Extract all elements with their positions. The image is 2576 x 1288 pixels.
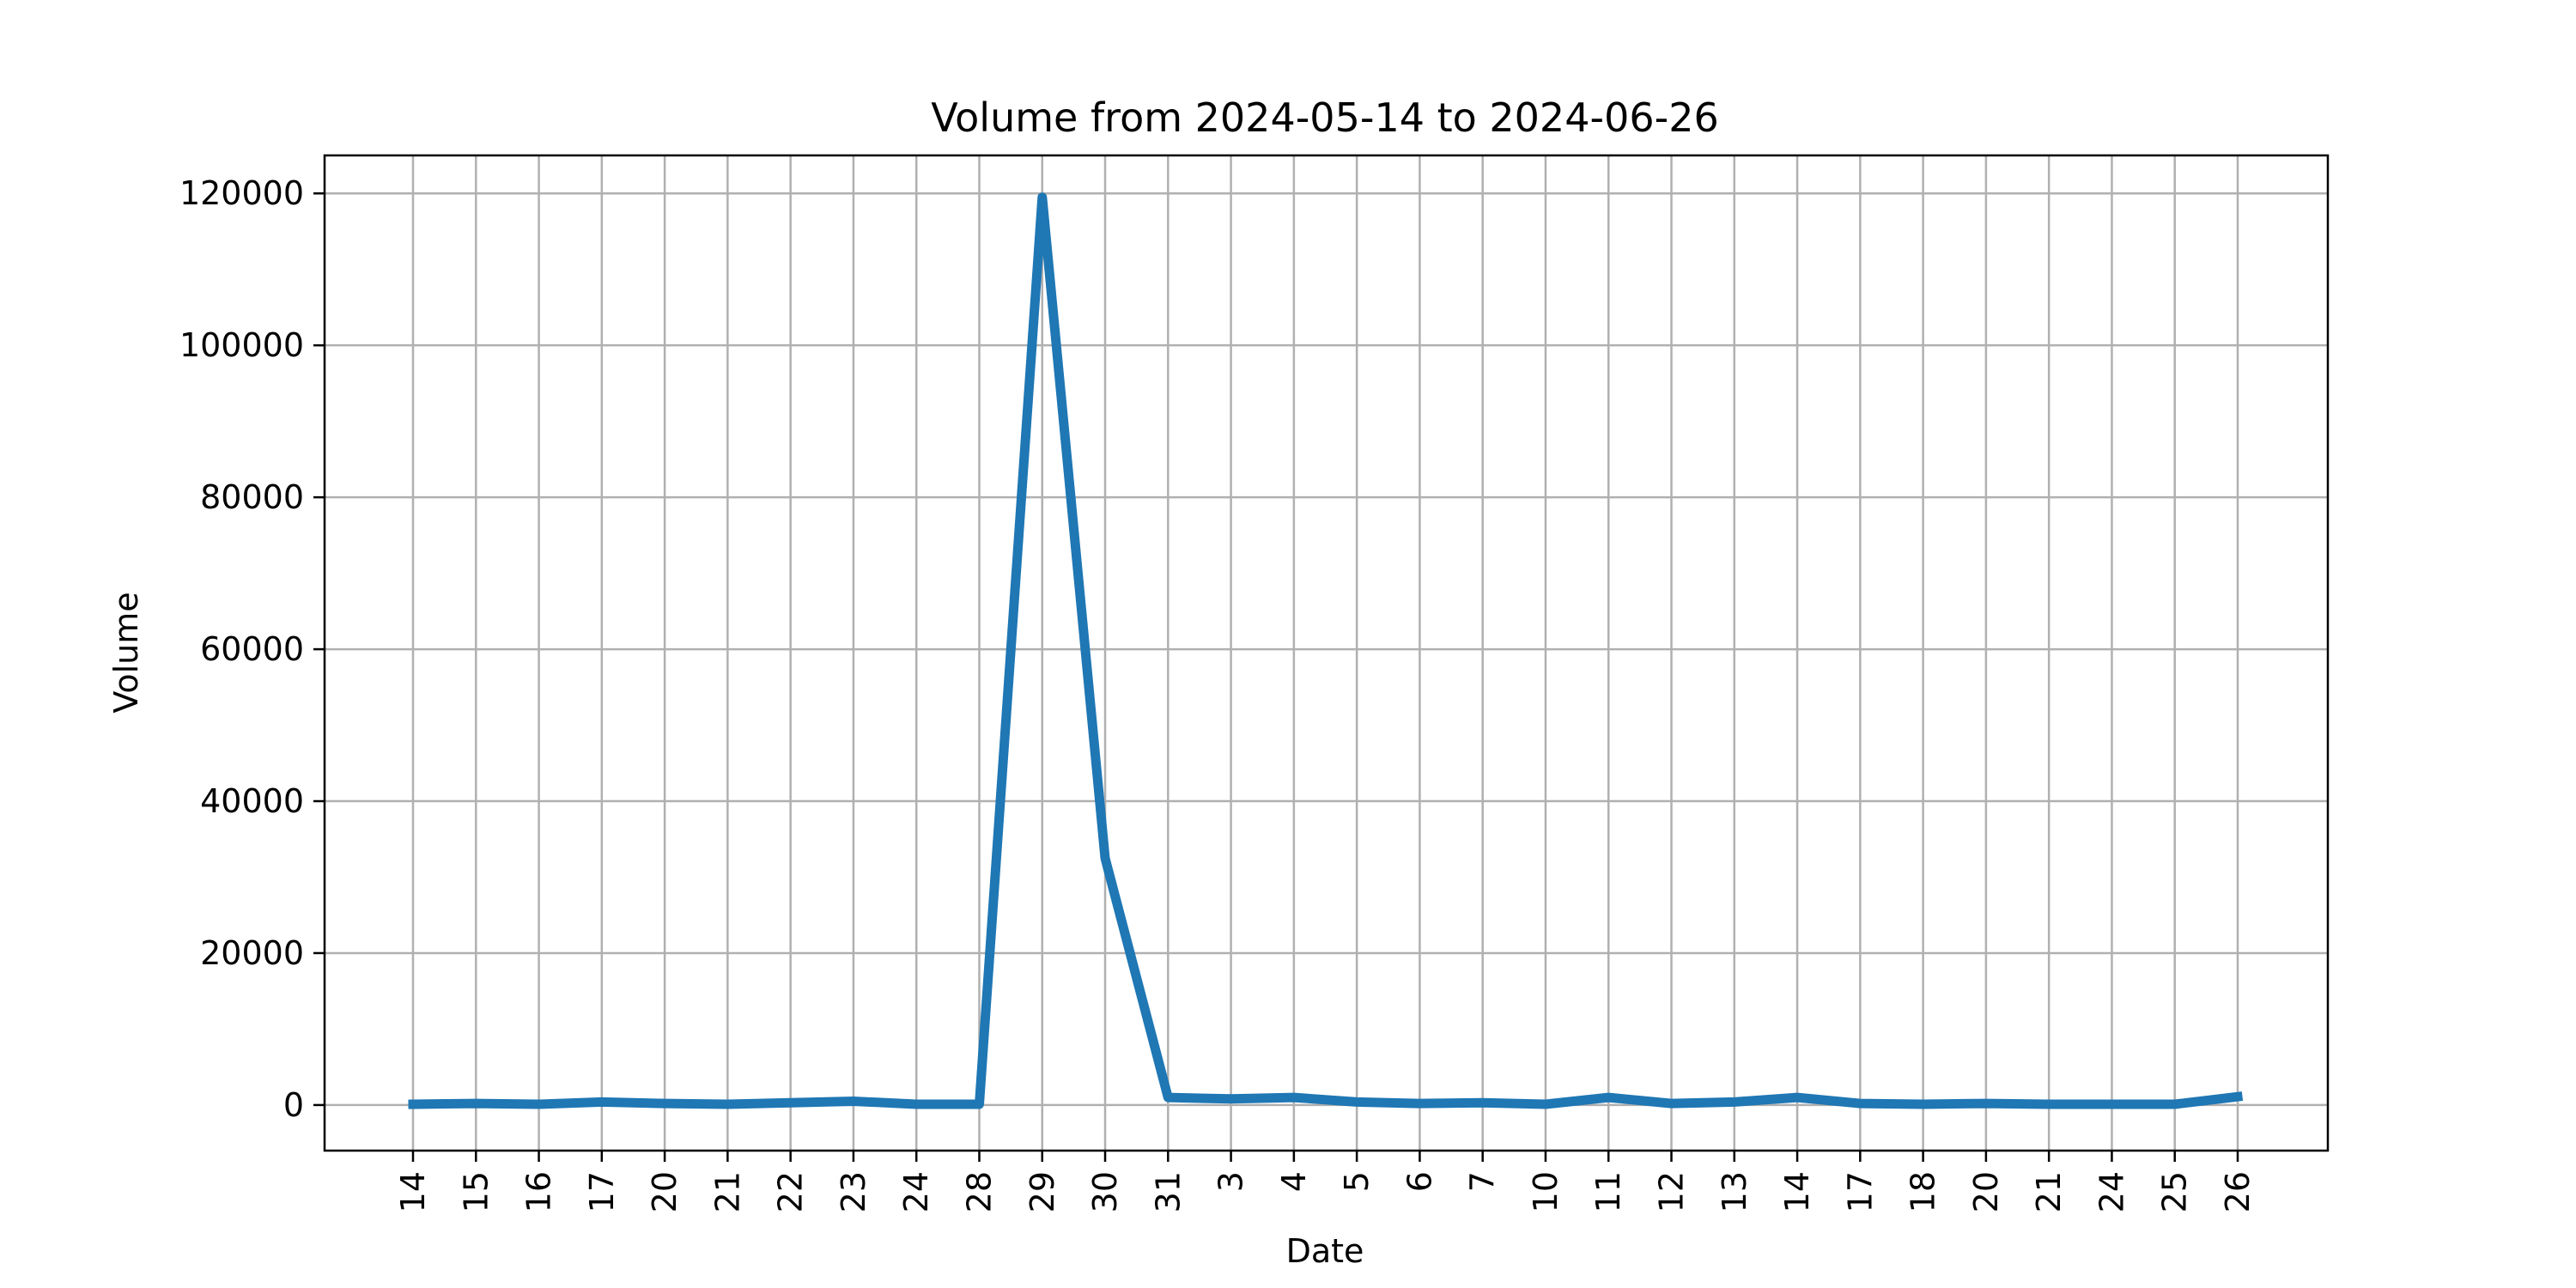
y-tick-label: 120000 xyxy=(179,174,304,212)
plot-frame xyxy=(323,154,2330,1152)
y-tick-label: 60000 xyxy=(200,630,304,668)
y-tick-label: 80000 xyxy=(200,478,304,516)
x-tick-label: 15 xyxy=(457,1171,495,1212)
x-tick-label: 18 xyxy=(1905,1171,1942,1212)
series-line xyxy=(408,192,2244,1109)
x-tick-label: 6 xyxy=(1400,1171,1438,1192)
x-axis-title: Date xyxy=(1286,1232,1364,1270)
series-layer xyxy=(408,192,2244,1109)
x-tick-label: 29 xyxy=(1024,1171,1061,1212)
y-axis: 0 20000 40000 60000 80000 100000 120000 xyxy=(179,174,325,1124)
x-tick-label: 7 xyxy=(1464,1171,1502,1192)
x-tick-label: 20 xyxy=(1967,1171,2005,1212)
x-tick-label: 17 xyxy=(583,1171,621,1212)
x-tick-label: 5 xyxy=(1338,1171,1376,1192)
x-tick-label: 4 xyxy=(1275,1171,1313,1192)
y-tick-label: 40000 xyxy=(200,782,304,820)
x-tick-label: 14 xyxy=(1778,1171,1816,1212)
x-tick-label: 16 xyxy=(520,1171,558,1212)
x-tick-label: 14 xyxy=(394,1171,432,1212)
y-tick-label: 20000 xyxy=(200,934,304,972)
x-tick-label: 24 xyxy=(2093,1171,2130,1212)
x-axis: 14 15 16 17 20 21 22 23 24 28 29 30 31 3 4 5 6 7 10 11 12 13 1… xyxy=(394,1151,2257,1212)
x-tick-label: 21 xyxy=(2030,1171,2068,1212)
x-tick-label: 24 xyxy=(897,1171,935,1212)
x-tick-label: 28 xyxy=(960,1171,998,1212)
x-tick-label: 21 xyxy=(708,1171,746,1212)
x-tick-label: 22 xyxy=(772,1171,810,1212)
chart-title: Volume from 2024-05-14 to 2024-06-26 xyxy=(931,94,1718,141)
x-tick-label: 12 xyxy=(1653,1171,1691,1212)
grid xyxy=(325,155,2328,1151)
x-tick-label: 20 xyxy=(646,1171,683,1212)
y-axis-title: Volume xyxy=(107,592,145,713)
x-tick-label: 23 xyxy=(835,1171,872,1212)
x-tick-label: 11 xyxy=(1589,1171,1627,1212)
x-tick-label: 25 xyxy=(2156,1171,2194,1212)
x-tick-label: 26 xyxy=(2219,1171,2257,1212)
x-tick-label: 13 xyxy=(1716,1171,1753,1212)
x-tick-label: 30 xyxy=(1086,1171,1124,1212)
y-tick-label: 0 xyxy=(283,1086,304,1124)
x-tick-label: 3 xyxy=(1212,1171,1250,1192)
x-tick-label: 31 xyxy=(1149,1171,1187,1212)
y-tick-label: 100000 xyxy=(179,326,304,364)
x-tick-label: 17 xyxy=(1841,1171,1879,1212)
x-tick-label: 10 xyxy=(1527,1171,1564,1212)
